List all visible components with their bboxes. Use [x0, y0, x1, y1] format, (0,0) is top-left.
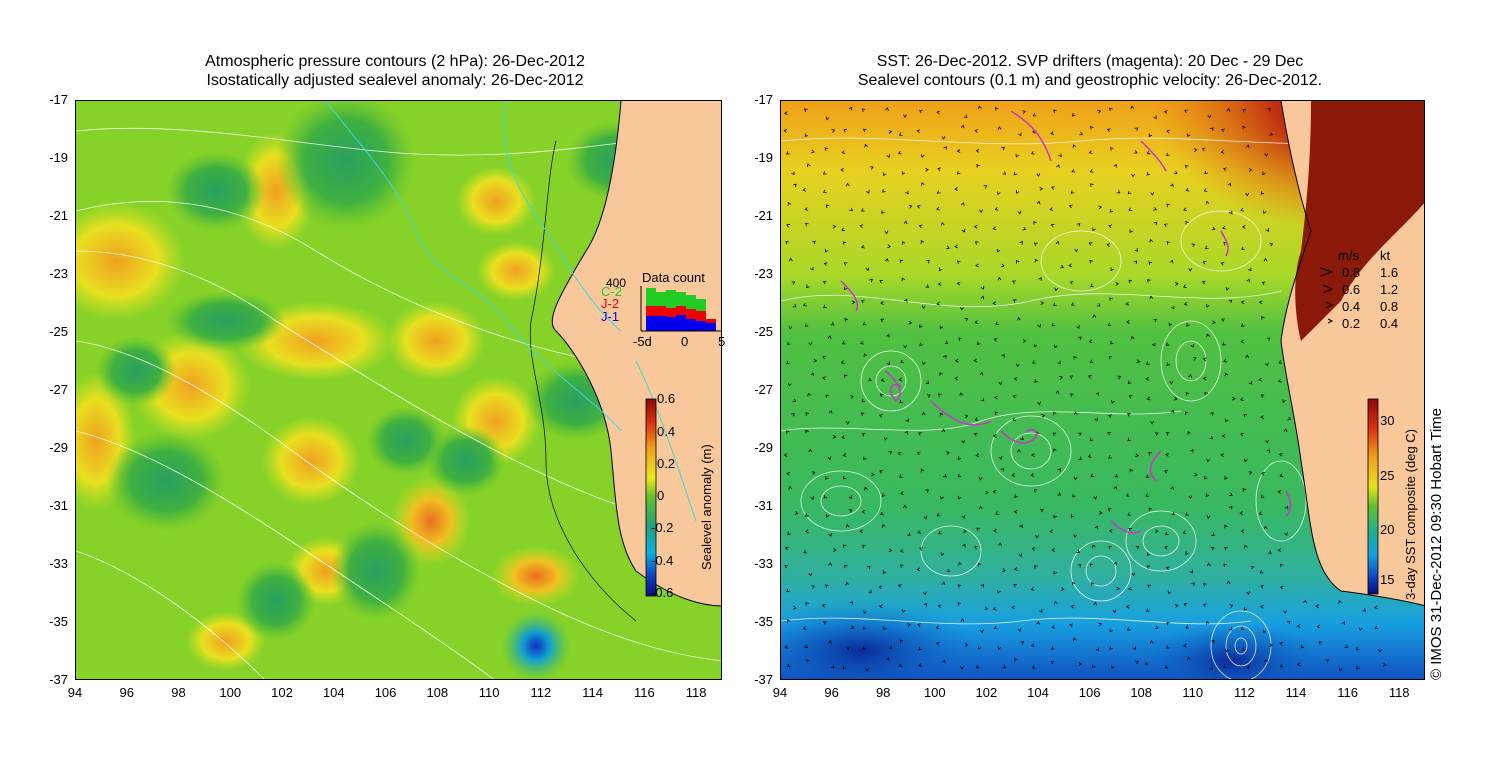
left-title-line2: Isostatically adjusted sealevel anomaly:…	[206, 72, 584, 89]
sealevel-colorbar-tick: -0.6	[651, 585, 674, 600]
x-tick-label: 116	[1337, 685, 1358, 700]
y-tick-label: -35	[754, 614, 773, 629]
x-tick-label: 100	[219, 685, 242, 700]
x-tick-label: 116	[633, 685, 655, 700]
x-tick-label: 100	[923, 685, 946, 700]
data-count-max: 400	[606, 276, 627, 290]
velocity-legend-kt: 0.8	[1380, 299, 1399, 314]
y-tick-label: -19	[49, 150, 68, 165]
data-count-inset	[640, 286, 721, 332]
copyright-label: © IMOS 31-Dec-2012 09:30 Hobart Time	[1428, 407, 1445, 680]
right-title-line1: SST: 26-Dec-2012. SVP drifters (magenta)…	[876, 53, 1304, 70]
sealevel-colorbar-label: Sealevel anomaly (m)	[699, 444, 714, 570]
y-tick-label: -23	[49, 266, 68, 281]
data-count-xtick: -5d	[633, 334, 652, 349]
y-tick-label: -25	[49, 324, 68, 339]
y-tick-label: -21	[49, 208, 68, 223]
x-tick-label: 106	[1078, 685, 1101, 700]
sealevel-colorbar-tick: 0.4	[657, 424, 676, 439]
x-tick-label: 118	[1388, 685, 1410, 700]
x-tick-label: 118	[685, 685, 707, 700]
x-tick-label: 102	[975, 685, 998, 700]
sealevel-anomaly-map[interactable]	[75, 100, 722, 680]
velocity-legend-header-ms: m/s	[1338, 248, 1359, 263]
right-title-line2: Sealevel contours (0.1 m) and geostrophi…	[857, 72, 1323, 89]
velocity-legend-kt: 1.6	[1380, 265, 1399, 280]
sealevel-anomaly-field	[76, 101, 721, 679]
y-tick-label: -19	[754, 150, 773, 165]
velocity-legend-header-kt: kt	[1380, 248, 1391, 263]
x-tick-label: 98	[875, 685, 891, 700]
left-title-line1: Atmospheric pressure contours (2 hPa): 2…	[205, 53, 585, 70]
y-tick-label: -31	[754, 498, 773, 513]
y-tick-label: -23	[754, 266, 773, 281]
velocity-legend-kt: 1.2	[1380, 282, 1399, 297]
sst-map[interactable]	[780, 100, 1425, 680]
sealevel-colorbar-tick: 0.6	[657, 391, 676, 406]
velocity-legend-arrows	[1319, 267, 1334, 324]
y-tick-label: -27	[754, 382, 773, 397]
y-tick-label: -35	[49, 614, 68, 629]
x-tick-label: 94	[67, 685, 83, 700]
x-tick-label: 110	[478, 685, 500, 700]
x-tick-label: 106	[374, 685, 397, 700]
velocity-legend-ms: 0.8	[1342, 265, 1361, 280]
x-tick-label: 110	[1182, 685, 1204, 700]
velocity-legend-ms: 0.4	[1342, 299, 1361, 314]
x-tick-label: 96	[824, 685, 839, 700]
x-tick-label: 104	[1027, 685, 1049, 700]
sst-colorbar-tick: 30	[1380, 413, 1395, 428]
data-count-title: Data count	[642, 270, 705, 285]
series-j2-label: J-2	[601, 296, 620, 311]
y-tick-label: -33	[49, 556, 68, 571]
x-tick-label: 94	[772, 685, 788, 700]
x-tick-label: 98	[171, 685, 186, 700]
y-tick-label: -17	[49, 92, 68, 107]
x-tick-label: 114	[582, 685, 603, 700]
data-count-xtick: 5	[718, 334, 726, 349]
data-count-xtick: 0	[681, 334, 689, 349]
x-tick-label: 108	[1130, 685, 1153, 700]
x-tick-label: 112	[530, 685, 552, 700]
x-tick-label: 108	[426, 685, 449, 700]
x-tick-label: 102	[271, 685, 293, 700]
sst-colorbar-label: 3-day SST composite (deg C)	[1403, 429, 1418, 600]
sealevel-colorbar-tick: -0.2	[651, 520, 674, 535]
y-tick-label: -33	[754, 556, 773, 571]
sst-field	[781, 101, 1424, 679]
y-tick-label: -29	[49, 440, 68, 455]
sst-colorbar-tick: 15	[1380, 572, 1395, 587]
velocity-legend-ms: 0.6	[1342, 282, 1361, 297]
sealevel-colorbar-tick: -0.4	[651, 553, 674, 568]
y-tick-label: -27	[49, 382, 68, 397]
x-tick-label: 104	[322, 685, 345, 700]
y-tick-label: -29	[754, 440, 773, 455]
x-tick-label: 112	[1234, 685, 1255, 700]
y-tick-label: -21	[754, 208, 773, 223]
sealevel-colorbar-tick: 0.2	[657, 456, 676, 471]
y-tick-label: -37	[49, 672, 68, 687]
series-c2-label: C-2	[601, 284, 622, 299]
y-tick-label: -17	[754, 92, 773, 107]
sealevel-colorbar-tick: 0	[657, 488, 665, 503]
sst-colorbar-tick: 20	[1380, 522, 1395, 537]
sst-colorbar-tick: 25	[1380, 468, 1395, 483]
y-tick-label: -37	[754, 672, 773, 687]
x-tick-label: 114	[1285, 685, 1307, 700]
velocity-legend-ms: 0.2	[1342, 316, 1361, 331]
series-j1-label: J-1	[601, 309, 620, 324]
x-tick-label: 96	[119, 685, 134, 700]
y-tick-label: -25	[754, 324, 773, 339]
velocity-legend-kt: 0.4	[1380, 316, 1399, 331]
y-tick-label: -31	[49, 498, 68, 513]
